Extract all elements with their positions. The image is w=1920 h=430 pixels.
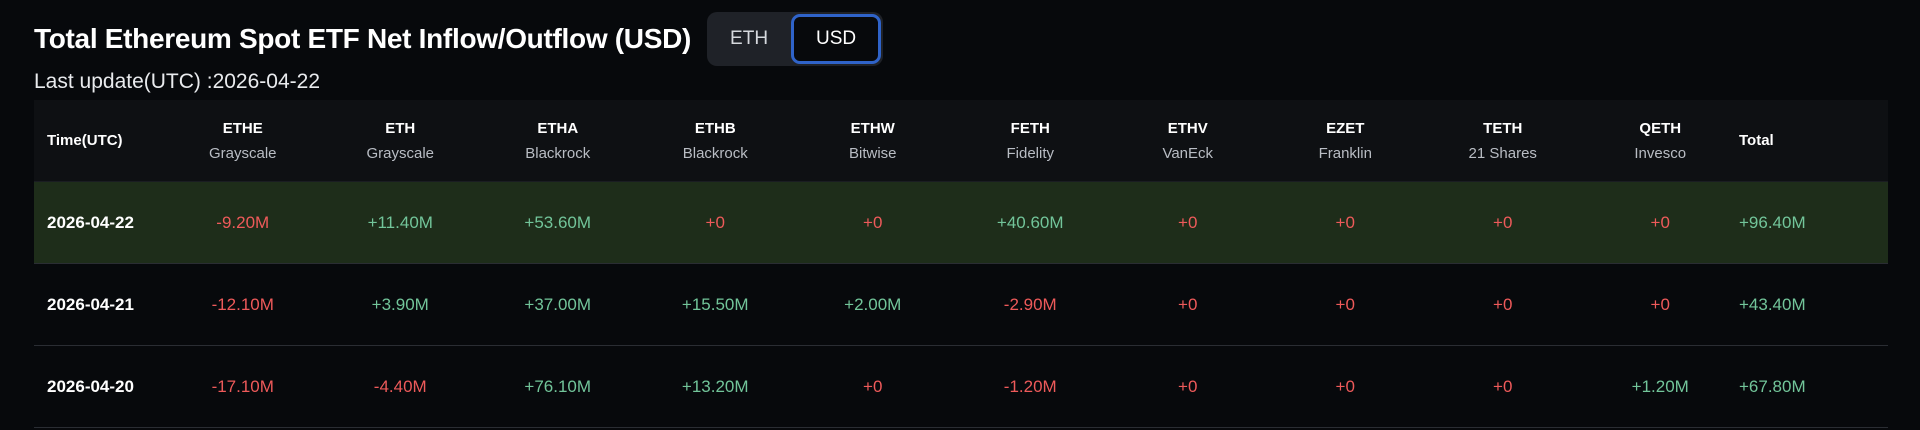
date-cell: 2026-04-20 xyxy=(47,376,134,396)
page-title: Total Ethereum Spot ETF Net Inflow/Outfl… xyxy=(34,23,692,54)
column-header: ETHW Bitwise xyxy=(848,119,897,162)
flow-value-cell: -4.40M xyxy=(373,376,427,396)
table-row[interactable]: 2026-04-22 -9.20M +11.40M +53.60M +0 +0 +40.60… xyxy=(34,182,1888,264)
flow-value-cell: +13.20M xyxy=(681,376,749,396)
column-header: ETHV VanEck xyxy=(1162,119,1214,162)
date-cell: 2026-04-22 xyxy=(47,212,134,232)
flow-value-cell: +0 xyxy=(705,212,725,232)
flow-value-cell: +0 xyxy=(1178,294,1198,314)
flow-value-cell: +0 xyxy=(1335,376,1355,396)
column-header: ETHE Grayscale xyxy=(208,119,277,162)
unit-toggle: ETH USD xyxy=(707,12,884,66)
page-header: Total Ethereum Spot ETF Net Inflow/Outfl… xyxy=(34,12,884,66)
flow-value-cell: -1.20M xyxy=(1003,376,1057,396)
flow-value-cell: +0 xyxy=(1650,294,1670,314)
flow-value-cell: +53.60M xyxy=(524,212,592,232)
flow-value-cell: +0 xyxy=(863,212,883,232)
flow-value-cell: +0 xyxy=(1178,212,1198,232)
flow-value-cell: +0 xyxy=(1335,294,1355,314)
column-header: FETH Fidelity xyxy=(1006,119,1054,162)
table-body: 2026-04-22 -9.20M +11.40M +53.60M +0 +0 +40.60… xyxy=(34,182,1888,428)
flow-value-cell: +15.50M xyxy=(681,294,749,314)
table-row[interactable]: 2026-04-21 -12.10M +3.90M +37.00M +15.50M +2.… xyxy=(34,264,1888,346)
column-header: ETHA Blackrock xyxy=(525,119,591,162)
flow-value-cell: -9.20M xyxy=(216,212,270,232)
flow-value-cell: +0 xyxy=(1178,376,1198,396)
eth-toggle-button[interactable]: ETH xyxy=(730,28,769,49)
column-header: TETH 21 Shares xyxy=(1468,119,1537,162)
column-header: ETHB Blackrock xyxy=(682,119,748,162)
date-cell: 2026-04-21 xyxy=(47,294,134,314)
flow-value-cell: +2.00M xyxy=(844,294,902,314)
table-header-row: Time(UTC) ETHE Grayscale ETH Grayscale ETH… xyxy=(34,100,1888,182)
flow-value-cell: +37.00M xyxy=(524,294,592,314)
flow-value-cell: +0 xyxy=(1650,212,1670,232)
flow-value-cell: +0 xyxy=(1493,376,1513,396)
flow-value-cell: +11.40M xyxy=(367,212,433,232)
flow-value-cell: +3.90M xyxy=(371,294,429,314)
flow-value-cell: +0 xyxy=(1335,212,1355,232)
column-header: QETH Invesco xyxy=(1634,119,1687,162)
total-value-cell: +43.40M xyxy=(1739,294,1806,314)
flow-value-cell: +0 xyxy=(1493,212,1513,232)
flow-value-cell: +0 xyxy=(863,376,883,396)
time-column-header: Time(UTC) xyxy=(47,132,123,149)
flow-value-cell: +0 xyxy=(1493,294,1513,314)
total-value-cell: +67.80M xyxy=(1739,376,1806,396)
flow-value-cell: +1.20M xyxy=(1631,376,1689,396)
flow-value-cell: +76.10M xyxy=(524,376,592,396)
last-update-text: Last update(UTC) :2026-04-22 xyxy=(34,70,320,93)
flow-value-cell: -17.10M xyxy=(211,376,274,396)
total-value-cell: +96.40M xyxy=(1739,212,1806,232)
usd-toggle-button[interactable]: USD xyxy=(791,14,882,64)
flow-value-cell: -12.10M xyxy=(211,294,274,314)
flow-value-cell: -2.90M xyxy=(1003,294,1057,314)
total-column-header: Total xyxy=(1739,132,1774,149)
etf-flow-table: Time(UTC) ETHE Grayscale ETH Grayscale ETH… xyxy=(34,100,1888,428)
column-header: EZET Franklin xyxy=(1318,119,1372,162)
column-header: ETH Grayscale xyxy=(366,119,435,162)
table-row[interactable]: 2026-04-20 -17.10M -4.40M +76.10M +13.20M +0 -… xyxy=(34,346,1888,428)
flow-value-cell: +40.60M xyxy=(996,212,1064,232)
